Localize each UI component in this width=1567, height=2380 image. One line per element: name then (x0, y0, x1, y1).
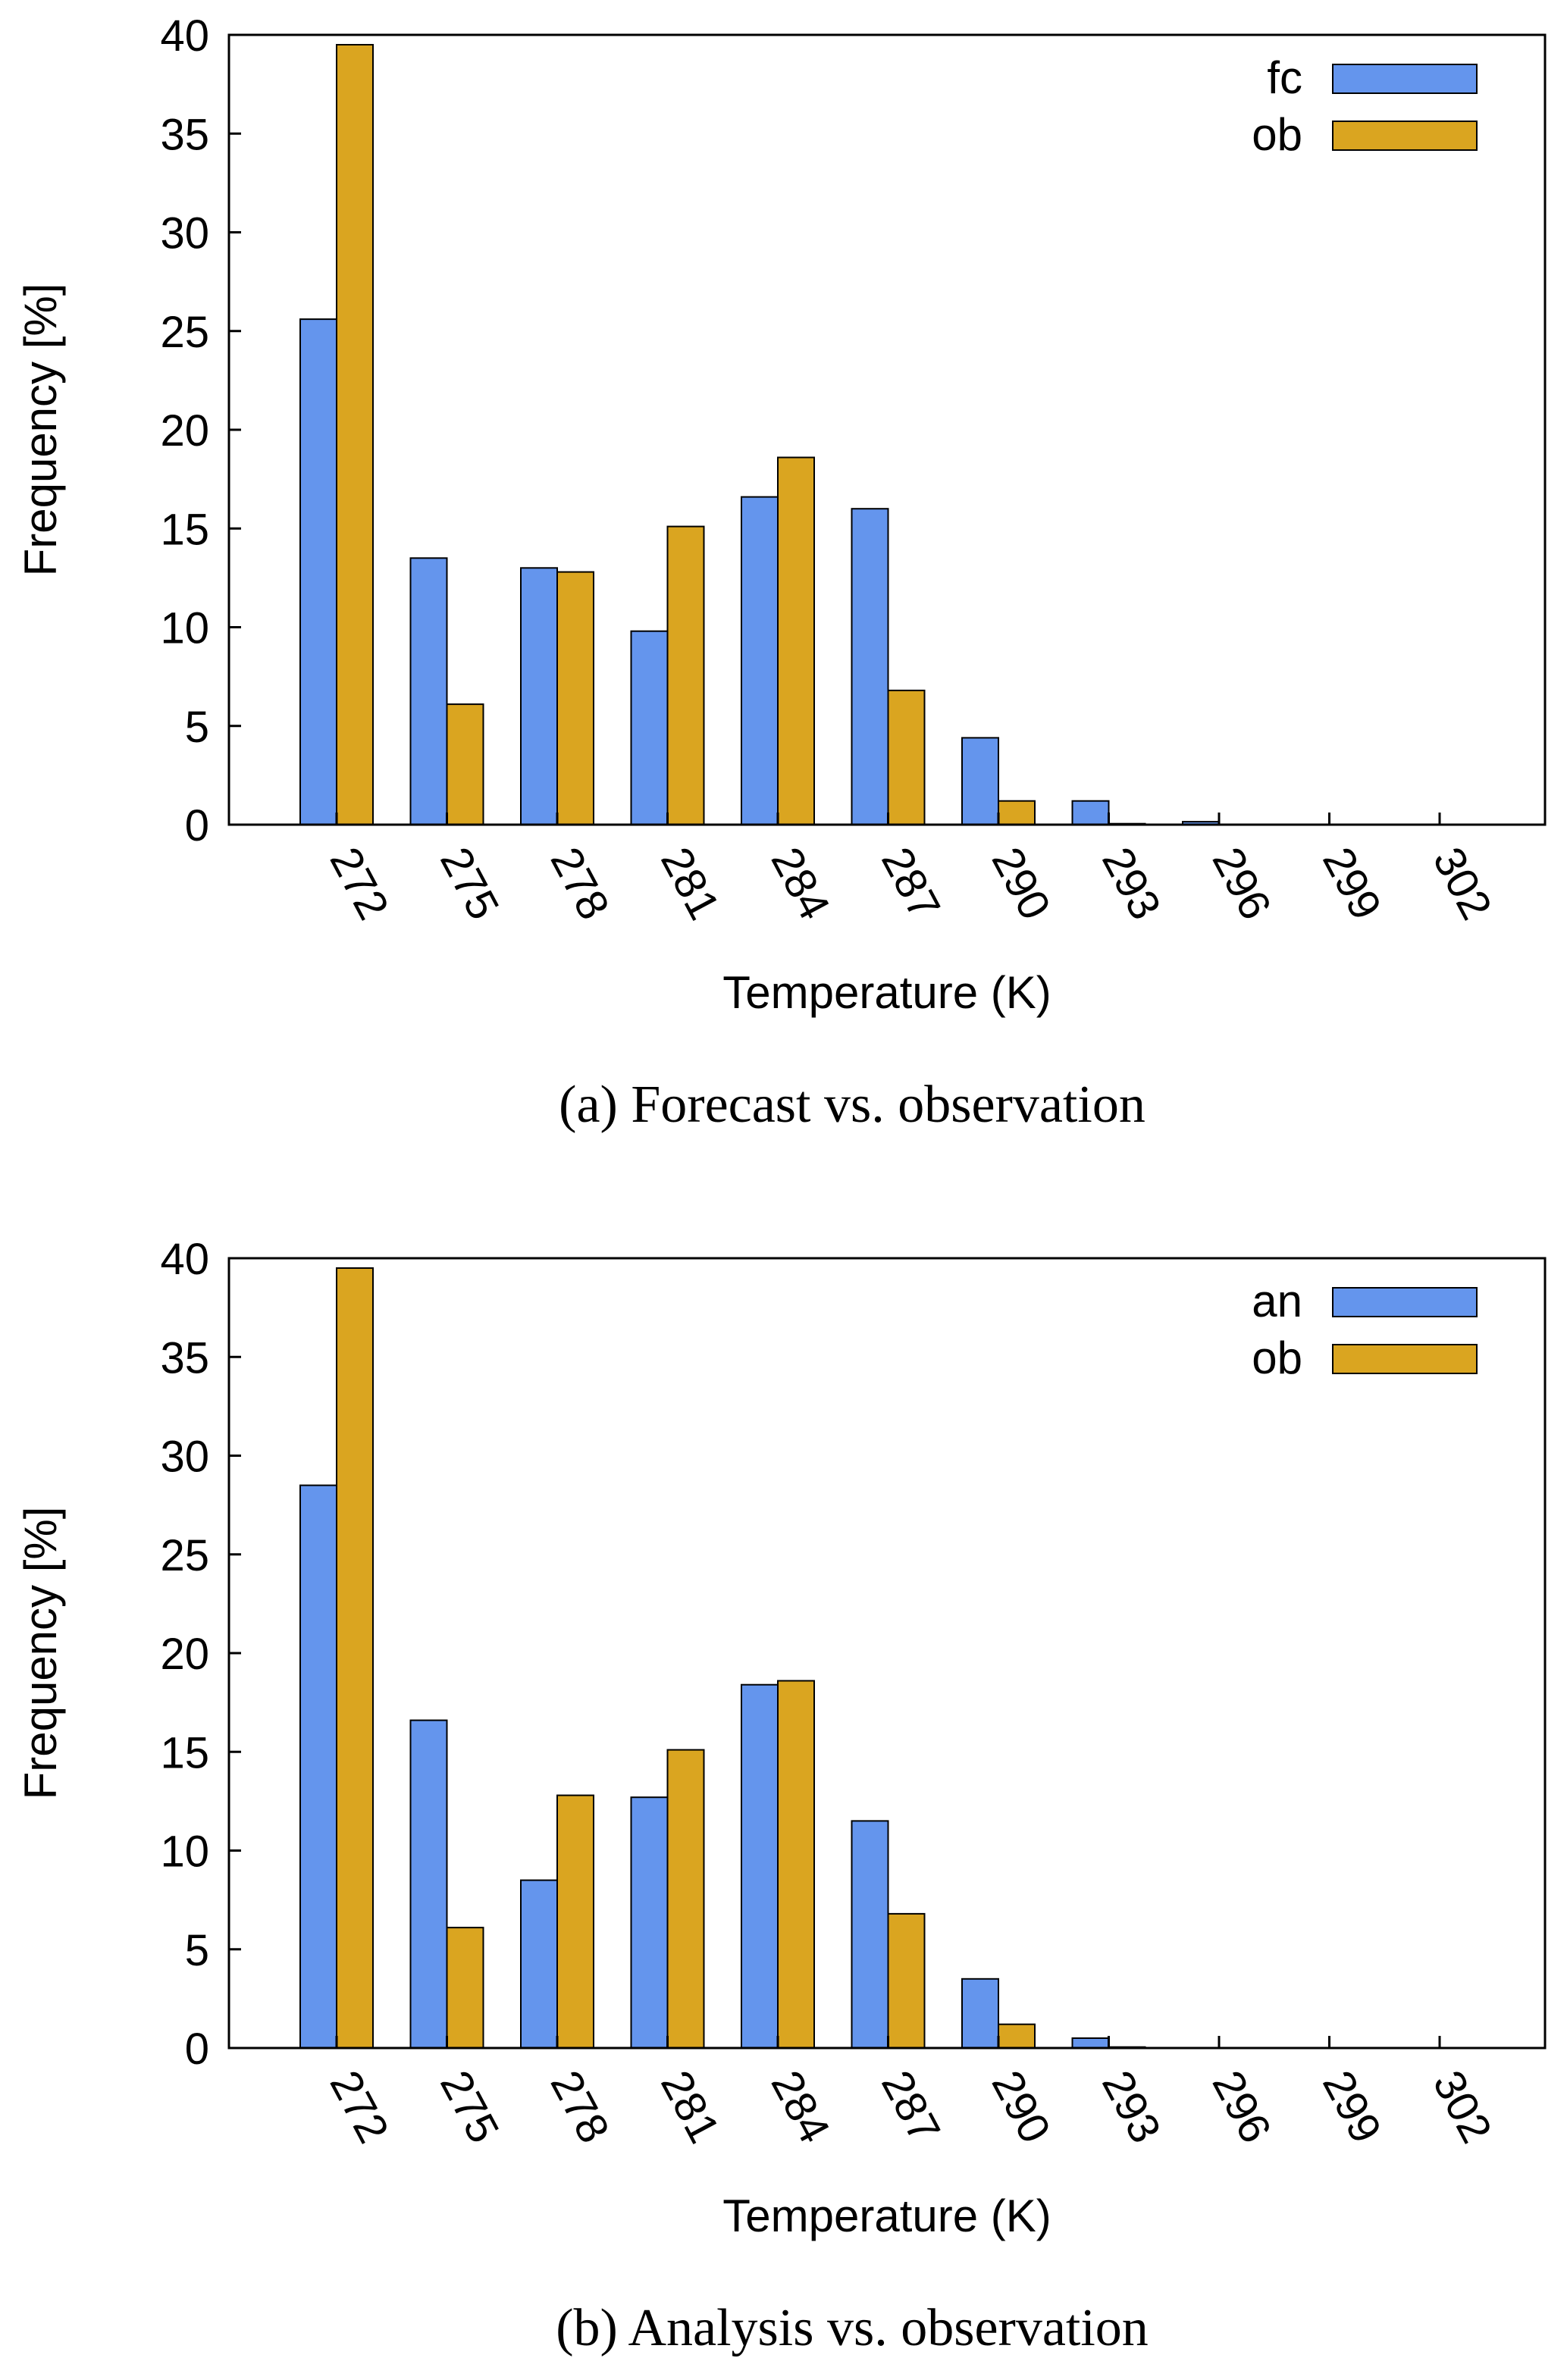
y-tick-label: 0 (185, 801, 209, 850)
legend-label-an: an (1252, 1276, 1302, 1326)
bar-ob-275 (446, 1927, 484, 2050)
bar-ob-272 (336, 1267, 374, 2049)
x-axis-label-a: Temperature (K) (722, 967, 1051, 1018)
caption-b: (b) Analysis vs. observation (556, 2299, 1149, 2357)
bar-fc-284 (741, 496, 779, 825)
bar-an-287 (851, 1820, 889, 2049)
y-tick-label: 40 (160, 1235, 209, 1284)
bar-fc-275 (409, 557, 448, 825)
y-tick-label: 25 (160, 308, 209, 357)
y-axis-ticks-b: 0 5 10 15 20 25 30 35 40 (160, 1235, 241, 2074)
y-tick-label: 5 (185, 703, 209, 752)
bar-an-284 (741, 1683, 779, 2049)
bar-ob-290 (998, 2023, 1036, 2049)
bar-an-293 (1071, 2037, 1110, 2049)
bar-fc-278 (520, 567, 558, 825)
bar-ob-278 (556, 1794, 594, 2050)
legend-a: fc ob (1252, 52, 1478, 160)
y-tick-label: 35 (160, 1333, 209, 1383)
bar-fc-272 (299, 318, 337, 826)
bar-ob-278 (556, 571, 594, 825)
bar-fc-290 (961, 737, 999, 826)
y-axis-label-b: Frequency [%] (15, 1507, 66, 1800)
bar-an-290 (961, 1978, 999, 2050)
bars-group-b (299, 1267, 1146, 2050)
y-tick-label: 25 (160, 1531, 209, 1580)
bar-ob-287 (887, 689, 926, 826)
legend-swatch-fc (1332, 64, 1478, 94)
legend-swatch-an (1332, 1287, 1478, 1317)
bar-ob-284 (777, 1680, 815, 2049)
bar-ob-284 (777, 456, 815, 825)
y-axis-ticks-a: 0 5 10 15 20 25 30 35 40 (160, 11, 241, 850)
y-axis-label-a: Frequency [%] (15, 283, 66, 577)
bar-an-272 (299, 1484, 337, 2049)
bar-fc-281 (630, 630, 669, 826)
bar-ob-281 (666, 1749, 705, 2050)
bar-ob-275 (446, 703, 484, 825)
y-tick-label: 0 (185, 2025, 209, 2074)
bar-ob-272 (336, 44, 374, 825)
bar-fc-293 (1071, 800, 1110, 825)
plot-frame-b (227, 1257, 1547, 2050)
y-tick-label: 35 (160, 110, 209, 159)
y-tick-label: 15 (160, 505, 209, 554)
legend-label-ob-b: ob (1252, 1332, 1302, 1383)
bar-an-281 (630, 1796, 669, 2049)
legend-swatch-ob-b (1332, 1344, 1478, 1374)
bar-an-275 (409, 1719, 448, 2050)
plot-frame-a (227, 33, 1547, 826)
legend-swatch-ob-a (1332, 121, 1478, 151)
y-tick-label: 30 (160, 209, 209, 258)
legend-label-fc: fc (1267, 52, 1302, 103)
y-tick-label: 30 (160, 1433, 209, 1482)
bar-an-278 (520, 1879, 558, 2050)
bar-fc-287 (851, 508, 889, 825)
caption-a: (a) Forecast vs. observation (559, 1076, 1145, 1134)
legend-b: an ob (1252, 1276, 1478, 1383)
y-tick-label: 5 (185, 1926, 209, 1975)
y-tick-label: 15 (160, 1728, 209, 1777)
bar-ob-287 (887, 1912, 926, 2049)
bar-ob-290 (998, 800, 1036, 825)
y-tick-label: 10 (160, 604, 209, 653)
legend-label-ob-a: ob (1252, 109, 1302, 160)
y-tick-label: 40 (160, 11, 209, 61)
y-tick-label: 10 (160, 1827, 209, 1877)
x-axis-label-b: Temperature (K) (722, 2191, 1051, 2241)
y-tick-label: 20 (160, 406, 209, 456)
bar-ob-281 (666, 525, 705, 825)
bars-group-a (299, 44, 1220, 826)
y-tick-label: 20 (160, 1630, 209, 1679)
